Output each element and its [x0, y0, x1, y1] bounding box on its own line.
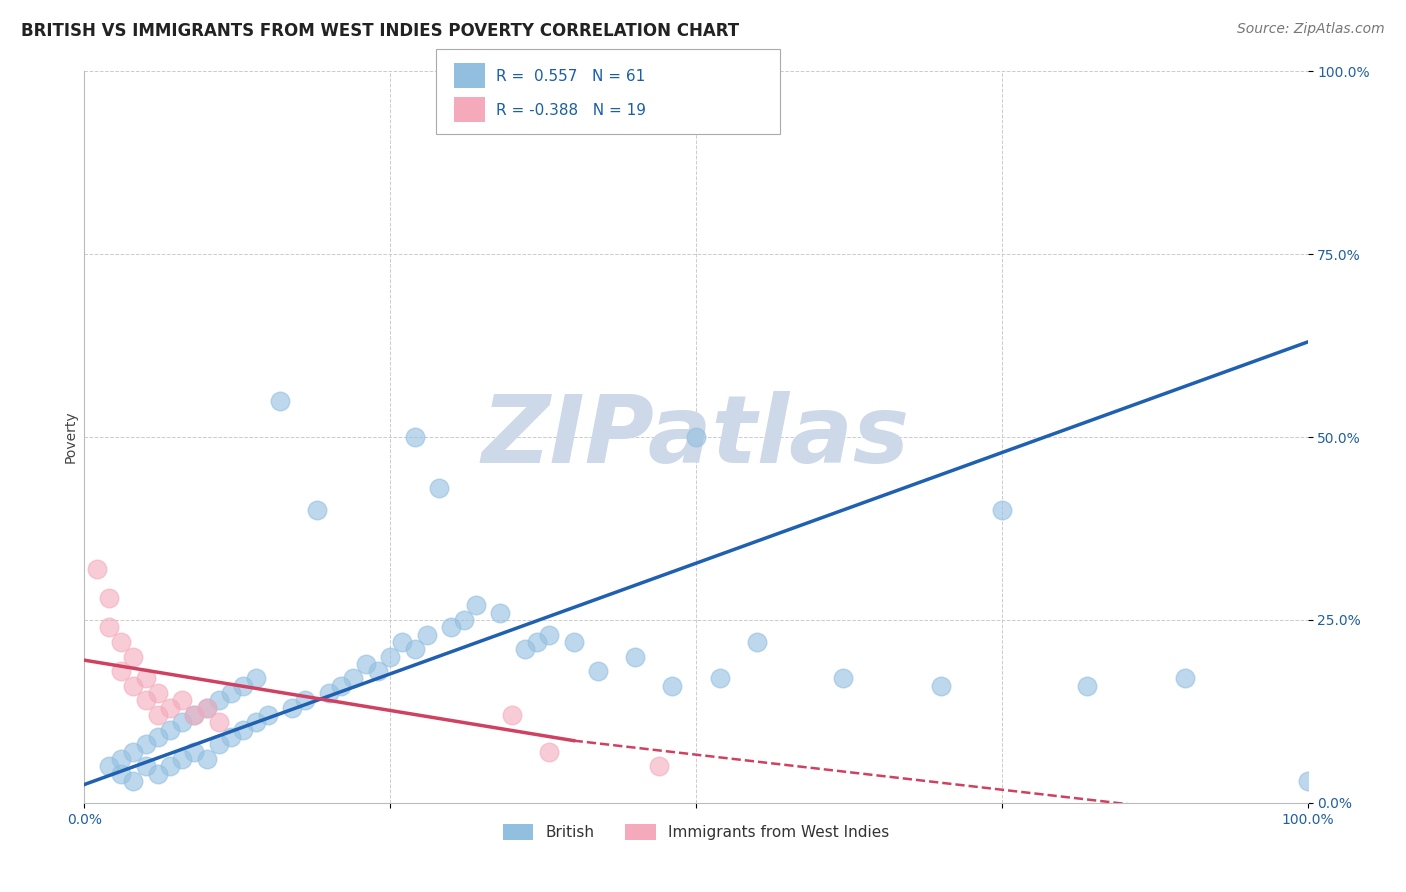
- Point: [183, 708, 205, 723]
- Point: [172, 693, 194, 707]
- Point: [135, 693, 157, 707]
- Point: [245, 672, 267, 686]
- Point: [648, 759, 671, 773]
- Point: [135, 759, 157, 773]
- Point: [195, 700, 218, 714]
- Point: [330, 679, 353, 693]
- Point: [586, 664, 609, 678]
- Point: [208, 737, 231, 751]
- Point: [416, 627, 439, 641]
- Point: [538, 745, 561, 759]
- Point: [1076, 679, 1098, 693]
- Point: [404, 642, 426, 657]
- Point: [110, 766, 132, 780]
- Point: [526, 635, 548, 649]
- Point: [1174, 672, 1197, 686]
- Point: [661, 679, 683, 693]
- Point: [624, 649, 647, 664]
- Point: [1296, 773, 1319, 788]
- Point: [354, 657, 377, 671]
- Point: [440, 620, 463, 634]
- Point: [195, 700, 218, 714]
- Point: [281, 700, 304, 714]
- Point: [97, 591, 120, 605]
- Point: [219, 686, 242, 700]
- Point: [122, 773, 145, 788]
- Point: [110, 752, 132, 766]
- Point: [404, 430, 426, 444]
- Point: [747, 635, 769, 649]
- Point: [97, 759, 120, 773]
- Point: [146, 730, 169, 744]
- Point: [219, 730, 242, 744]
- Point: [502, 708, 524, 723]
- Point: [110, 664, 132, 678]
- Point: [427, 481, 450, 495]
- Point: [464, 599, 486, 613]
- Point: [110, 635, 132, 649]
- Point: [342, 672, 364, 686]
- Point: [122, 745, 145, 759]
- Point: [122, 679, 145, 693]
- Point: [562, 635, 585, 649]
- Point: [195, 752, 218, 766]
- Point: [146, 686, 169, 700]
- Y-axis label: Poverty: Poverty: [63, 411, 77, 463]
- Point: [245, 715, 267, 730]
- Point: [159, 723, 181, 737]
- Point: [709, 672, 731, 686]
- Point: [232, 723, 254, 737]
- Point: [380, 649, 402, 664]
- Point: [135, 737, 157, 751]
- Text: R = -0.388   N = 19: R = -0.388 N = 19: [496, 103, 647, 118]
- Point: [318, 686, 340, 700]
- Point: [929, 679, 952, 693]
- Point: [294, 693, 316, 707]
- Point: [232, 679, 254, 693]
- Point: [513, 642, 536, 657]
- Point: [685, 430, 707, 444]
- Point: [257, 708, 280, 723]
- Point: [991, 503, 1014, 517]
- Point: [146, 708, 169, 723]
- Point: [453, 613, 475, 627]
- Point: [183, 745, 205, 759]
- Text: BRITISH VS IMMIGRANTS FROM WEST INDIES POVERTY CORRELATION CHART: BRITISH VS IMMIGRANTS FROM WEST INDIES P…: [21, 22, 740, 40]
- Point: [391, 635, 413, 649]
- Point: [172, 752, 194, 766]
- Point: [269, 393, 291, 408]
- Point: [831, 672, 853, 686]
- Point: [208, 693, 231, 707]
- Point: [97, 620, 120, 634]
- Point: [489, 606, 512, 620]
- Point: [135, 672, 157, 686]
- Point: [159, 759, 181, 773]
- Text: ZIPatlas: ZIPatlas: [482, 391, 910, 483]
- Point: [208, 715, 231, 730]
- Point: [305, 503, 328, 517]
- Point: [146, 766, 169, 780]
- Text: R =  0.557   N = 61: R = 0.557 N = 61: [496, 69, 645, 84]
- Legend: British, Immigrants from West Indies: British, Immigrants from West Indies: [496, 818, 896, 847]
- Point: [172, 715, 194, 730]
- Point: [538, 627, 561, 641]
- Point: [159, 700, 181, 714]
- Point: [183, 708, 205, 723]
- Point: [367, 664, 389, 678]
- Text: Source: ZipAtlas.com: Source: ZipAtlas.com: [1237, 22, 1385, 37]
- Point: [86, 562, 108, 576]
- Point: [122, 649, 145, 664]
